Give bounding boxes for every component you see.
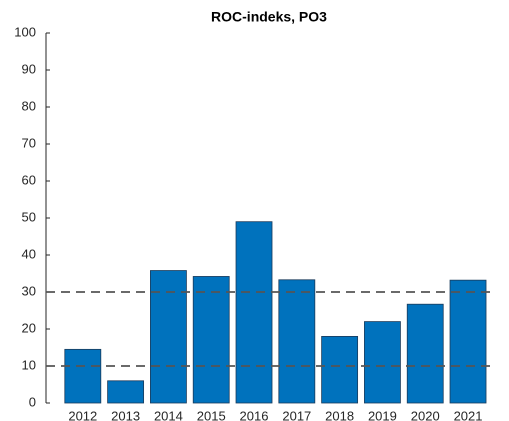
chart-title: ROC-indeks, PO3 [211, 9, 327, 25]
x-tick-label: 2013 [111, 408, 140, 421]
y-tick-label: 100 [14, 24, 36, 39]
x-tick-label: 2019 [368, 408, 397, 421]
y-tick-label: 40 [22, 246, 36, 261]
x-tick-label: 2020 [411, 408, 440, 421]
y-tick-label: 50 [22, 209, 36, 224]
bar [235, 221, 273, 404]
y-tick-label: 80 [22, 98, 36, 113]
x-tick-label: 2016 [240, 408, 269, 421]
x-tick-label: 2018 [325, 408, 354, 421]
y-tick-label: 90 [22, 61, 36, 76]
y-tick-label: 20 [22, 320, 36, 335]
y-tick-label: 10 [22, 357, 36, 372]
x-tick-label: 2012 [68, 408, 97, 421]
bar [406, 303, 444, 404]
x-tick-label: 2017 [282, 408, 311, 421]
bar [449, 279, 487, 404]
y-tick-label: 0 [29, 394, 36, 409]
bar [107, 380, 145, 404]
bar [64, 348, 102, 404]
x-tick-label: 2015 [197, 408, 226, 421]
y-tick-label: 60 [22, 172, 36, 187]
y-tick-label: 70 [22, 135, 36, 150]
bar [278, 279, 316, 404]
bar [150, 270, 187, 404]
x-tick-label: 2014 [154, 408, 183, 421]
bar [192, 276, 230, 404]
bar [321, 335, 359, 404]
bar [364, 321, 401, 404]
y-tick-label: 30 [22, 283, 36, 298]
x-tick-label: 2021 [454, 408, 483, 421]
